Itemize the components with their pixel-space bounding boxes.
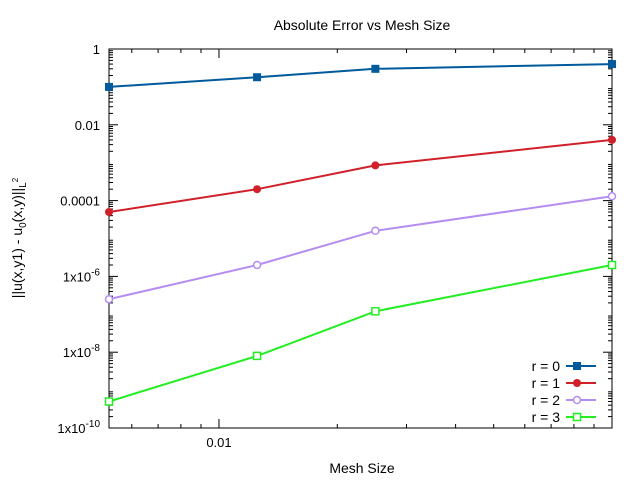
series-point xyxy=(371,226,380,236)
series-point xyxy=(371,307,380,316)
y-tick-label-base: 1x10 xyxy=(57,421,85,436)
x-tick-label: 0.01 xyxy=(206,435,231,450)
y-axis-label-mid: (x,y)|| xyxy=(9,188,25,223)
series-point xyxy=(607,260,617,270)
y-tick-label-exponent: -6 xyxy=(91,267,100,278)
series-point xyxy=(607,192,617,201)
series-1 xyxy=(105,135,616,217)
series-point xyxy=(371,161,380,170)
series-point xyxy=(252,351,262,361)
series-point xyxy=(573,362,581,370)
series-line xyxy=(108,195,613,301)
series-0 xyxy=(105,60,616,91)
series-3 xyxy=(104,260,617,406)
series-point xyxy=(105,82,113,91)
y-tick-label-base: 1x10 xyxy=(63,345,91,360)
legend-label: r = 0 xyxy=(532,358,561,374)
y-tick-label: 1 xyxy=(93,42,100,57)
series-point xyxy=(253,73,262,82)
y-tick-label-base: 1x10 xyxy=(63,269,91,284)
legend-label: r = 1 xyxy=(532,375,561,391)
x-axis-label: Mesh Size xyxy=(329,460,395,476)
y-tick-label: 0.0001 xyxy=(60,194,100,209)
series-point xyxy=(253,185,262,194)
y-tick-label-exponent: -10 xyxy=(86,419,101,430)
series-line xyxy=(108,264,613,403)
series-point xyxy=(572,412,582,422)
series-line xyxy=(108,138,613,213)
y-axis-label-sup2: 2 xyxy=(11,177,20,182)
y-axis-label-sub0: 0 xyxy=(18,222,29,228)
series-point xyxy=(104,294,114,304)
series-point xyxy=(608,60,616,69)
plot-frame xyxy=(108,48,613,429)
y-tick-label: 0.01 xyxy=(75,118,100,133)
series-point xyxy=(105,208,113,217)
series-point xyxy=(573,379,581,387)
y-axis-label-main: ||u(x,y1) - u xyxy=(9,228,25,298)
y-tick-label-base: 1 xyxy=(93,42,100,57)
y-axis-label-subL: L xyxy=(18,182,29,188)
legend-label: r = 3 xyxy=(532,409,561,425)
series-point xyxy=(608,135,616,144)
legend: r = 0r = 1r = 2r = 3 xyxy=(532,358,596,425)
series-2 xyxy=(104,192,617,304)
y-tick-label-exponent: -8 xyxy=(91,343,100,354)
series-point xyxy=(252,260,262,270)
series-point xyxy=(371,64,380,73)
legend-label: r = 2 xyxy=(532,392,561,408)
y-tick-label: 1x10-10 xyxy=(57,419,100,436)
y-tick-label: 1x10-8 xyxy=(63,343,101,360)
series-point xyxy=(104,397,114,406)
y-tick-label-base: 0.0001 xyxy=(60,194,100,209)
y-tick-label-base: 0.01 xyxy=(75,118,100,133)
y-axis-label: ||u(x,y1) - u0(x,y)||L2 xyxy=(9,177,29,298)
series-line xyxy=(108,63,613,88)
series-point xyxy=(572,395,582,405)
series-layer xyxy=(104,60,617,406)
y-tick-label: 1x10-6 xyxy=(63,267,101,284)
chart-title: Absolute Error vs Mesh Size xyxy=(274,17,451,33)
